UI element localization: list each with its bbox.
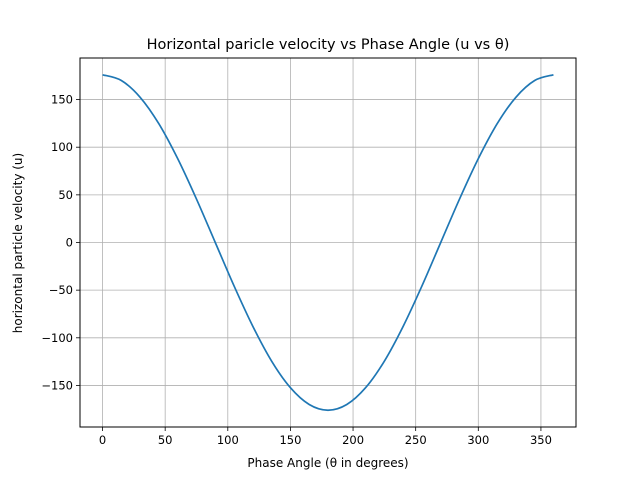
y-tick-label: 100 xyxy=(51,140,73,154)
y-axis-label: horizontal particle velocity (u) xyxy=(11,153,25,333)
chart-title: Horizontal paricle velocity vs Phase Ang… xyxy=(147,37,510,53)
x-tick-label: 250 xyxy=(405,433,427,447)
y-tick-label: −150 xyxy=(41,378,73,392)
y-tick-label: −100 xyxy=(41,331,73,345)
series-line xyxy=(102,73,554,412)
x-tick-label: 100 xyxy=(217,433,239,447)
y-tick-label: −50 xyxy=(49,283,73,297)
ticks-layer: 0 50 100 150 200 250 300 350 −150 −100 −50 0 50 100 15… xyxy=(41,93,551,447)
x-tick-label: 150 xyxy=(279,433,301,447)
x-tick-label: 50 xyxy=(158,433,173,447)
x-axis-label: Phase Angle (θ in degrees) xyxy=(247,456,408,470)
y-tick-label: 150 xyxy=(51,93,73,107)
y-tick-label: 50 xyxy=(58,188,73,202)
x-tick-label: 0 xyxy=(99,433,106,447)
x-tick-label: 350 xyxy=(530,433,552,447)
y-tick-label: 0 xyxy=(66,236,73,250)
grid-layer xyxy=(80,58,576,427)
x-tick-label: 200 xyxy=(342,433,364,447)
series-layer xyxy=(102,73,554,412)
x-tick-label: 300 xyxy=(467,433,489,447)
